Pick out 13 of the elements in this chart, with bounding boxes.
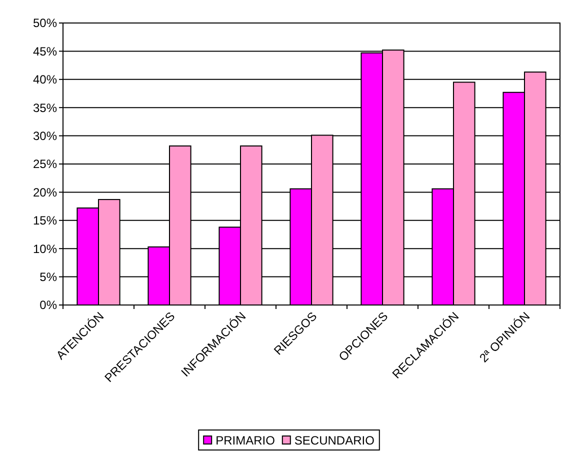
- y-tick-label: 45%: [32, 44, 58, 58]
- y-tick-label: 20%: [32, 185, 58, 200]
- y-tick-label: 30%: [32, 129, 58, 143]
- legend-label: PRIMARIO: [216, 434, 275, 448]
- y-tick-label: 35%: [32, 100, 58, 115]
- y-tick-label: 50%: [32, 16, 58, 30]
- y-tick-label: 25%: [32, 157, 58, 172]
- y-tick-label: 0%: [40, 298, 58, 312]
- y-tick-label: 40%: [32, 72, 58, 87]
- legend-label: SECUNDARIO: [294, 434, 374, 448]
- y-tick-label: 15%: [32, 214, 58, 228]
- y-tick-label: 5%: [40, 270, 58, 284]
- y-tick-label: 10%: [32, 242, 58, 256]
